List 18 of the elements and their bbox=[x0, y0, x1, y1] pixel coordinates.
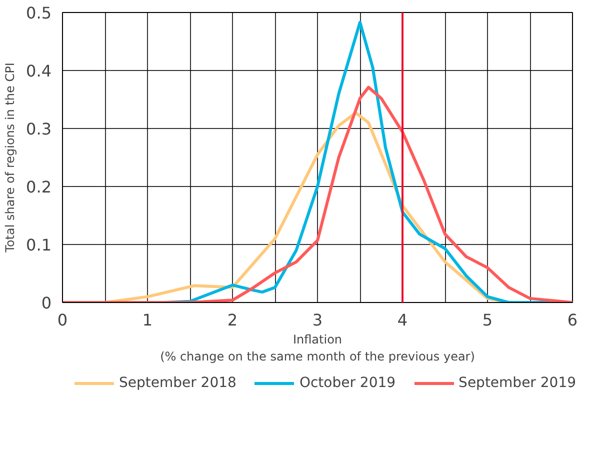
x-tick-label: 6 bbox=[567, 310, 578, 330]
x-tick-label: 4 bbox=[397, 310, 408, 330]
y-tick-label: 0.3 bbox=[26, 120, 52, 138]
legend-label: September 2018 bbox=[118, 375, 236, 391]
legend-label: September 2019 bbox=[458, 375, 576, 391]
x-tick-label: 5 bbox=[482, 310, 493, 330]
x-tick-label: 3 bbox=[312, 310, 323, 330]
x-tick-label: 2 bbox=[227, 310, 238, 330]
y-tick-label: 0.2 bbox=[26, 178, 52, 196]
x-tick-label: 0 bbox=[57, 310, 68, 330]
legend-label: October 2019 bbox=[299, 375, 396, 391]
x-tick-label: 1 bbox=[142, 310, 153, 330]
y-tick-label: 0 bbox=[41, 294, 52, 312]
x-axis-title: Inflation (% change on the same month of the previous year) bbox=[160, 332, 475, 364]
y-tick-label: 0.1 bbox=[26, 236, 52, 254]
y-tick-label: 0.5 bbox=[26, 4, 52, 22]
y-tick-label: 0.4 bbox=[26, 62, 52, 80]
y-axis-title: Total share of regions in the CPI bbox=[3, 62, 18, 254]
